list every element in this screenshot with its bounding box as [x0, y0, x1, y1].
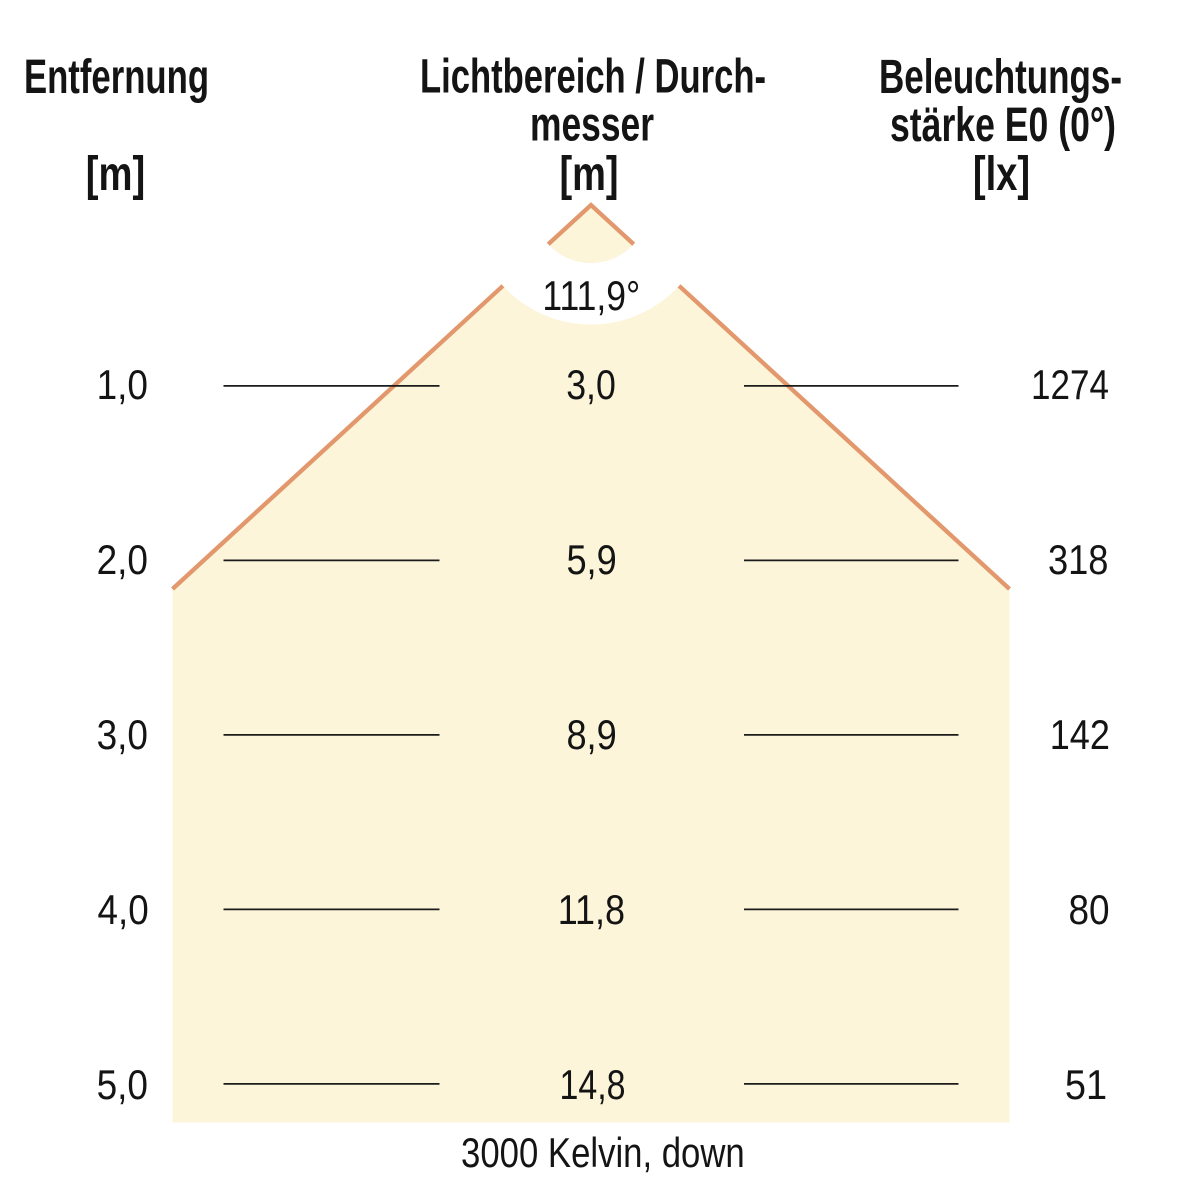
svg-text:1,0: 1,0: [97, 361, 148, 408]
svg-text:Beleuchtungs-: Beleuchtungs-: [879, 50, 1122, 104]
svg-text:11,8: 11,8: [558, 886, 625, 933]
svg-text:Lichtbereich / Durch-: Lichtbereich / Durch-: [420, 50, 766, 104]
svg-text:80: 80: [1068, 886, 1109, 933]
svg-text:[m]: [m]: [86, 147, 145, 201]
svg-text:3,0: 3,0: [566, 361, 616, 408]
svg-text:8,9: 8,9: [566, 711, 616, 758]
svg-text:2,0: 2,0: [97, 536, 148, 583]
svg-text:5,0: 5,0: [97, 1061, 148, 1108]
svg-text:stärke E0 (0°): stärke E0 (0°): [890, 98, 1116, 152]
svg-text:messer: messer: [530, 98, 654, 152]
svg-text:[m]: [m]: [559, 147, 618, 201]
svg-text:14,8: 14,8: [559, 1061, 625, 1108]
svg-text:51: 51: [1065, 1061, 1107, 1108]
svg-text:142: 142: [1050, 711, 1110, 758]
svg-text:5,9: 5,9: [566, 536, 616, 583]
svg-text:3000 Kelvin, down: 3000 Kelvin, down: [461, 1129, 745, 1176]
svg-text:1274: 1274: [1031, 361, 1109, 408]
svg-text:4,0: 4,0: [98, 886, 149, 933]
svg-text:[lx]: [lx]: [973, 147, 1030, 201]
svg-text:3,0: 3,0: [97, 711, 148, 758]
svg-text:318: 318: [1048, 536, 1109, 583]
svg-text:111,9°: 111,9°: [542, 272, 640, 319]
svg-text:Entfernung: Entfernung: [24, 50, 209, 104]
